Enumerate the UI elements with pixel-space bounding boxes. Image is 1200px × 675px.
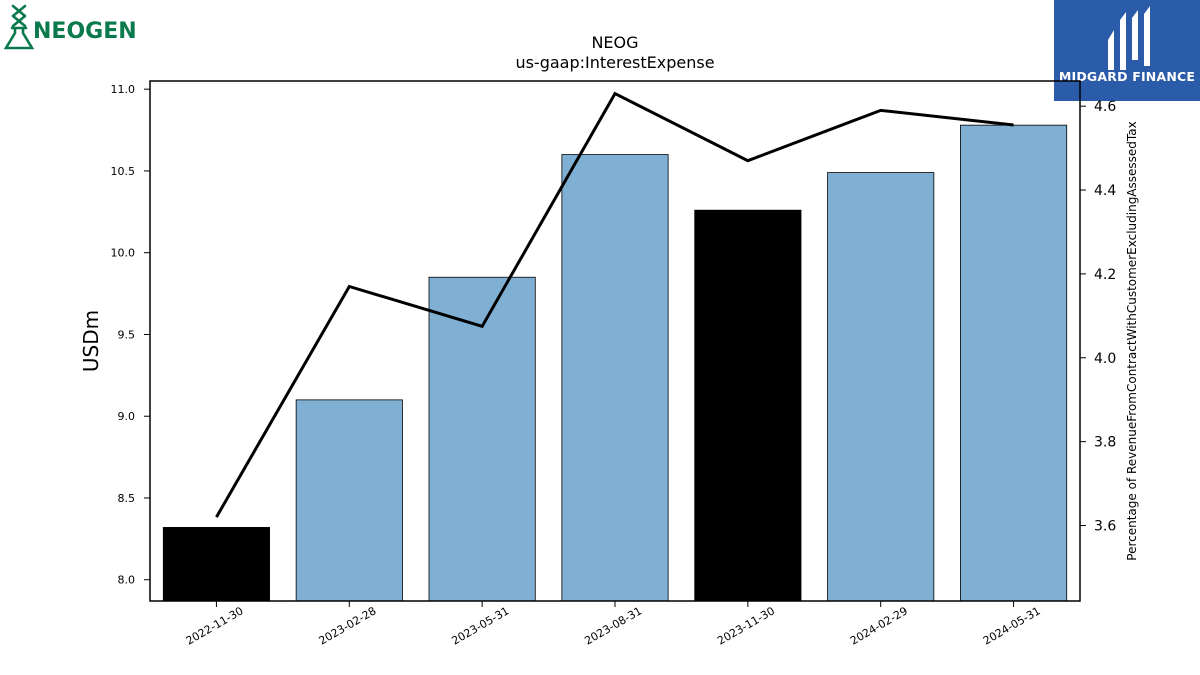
- y2-tick-label: 4.2: [1094, 267, 1116, 283]
- x-axis: 2022-11-30 2023-02-28 2023-05-31 2023-08-31…: [184, 601, 1043, 648]
- x-tick-label: 2023-11-30: [715, 604, 777, 647]
- chart-subtitle: us-gaap:InterestExpense: [515, 53, 714, 72]
- x-tick-label: 2022-11-30: [184, 604, 246, 647]
- bar: [295, 399, 403, 602]
- y2-axis-label: Percentage of RevenueFromContractWithCus…: [1125, 121, 1139, 560]
- bar: [694, 209, 802, 602]
- midgard-finance-name: MIDGARD FINANCE: [1058, 69, 1196, 84]
- x-tick-label: 2024-02-29: [848, 604, 910, 647]
- y-tick-label: 11.0: [111, 83, 136, 96]
- y-tick-label: 9.5: [118, 328, 136, 341]
- y-tick-label: 8.0: [118, 574, 136, 587]
- bar: [827, 172, 935, 602]
- y-tick-label: 8.5: [118, 492, 136, 505]
- bar-series: [162, 124, 1068, 602]
- bar: [162, 527, 270, 602]
- midgard-finance-logo: MIDGARD FINANCE: [1054, 0, 1200, 101]
- y-axis-label: USDm: [79, 310, 103, 372]
- midgard-emblem-icon: [1108, 6, 1150, 70]
- y-tick-label: 9.0: [118, 410, 136, 423]
- y2-tick-label: 4.0: [1094, 351, 1116, 367]
- x-tick-label: 2023-05-31: [449, 604, 511, 647]
- ratio-line: [215, 91, 1014, 518]
- x-tick-label: 2024-05-31: [981, 604, 1043, 647]
- x-tick-label: 2023-08-31: [582, 604, 644, 647]
- y2-tick-label: 3.8: [1094, 435, 1116, 451]
- y2-tick-label: 3.6: [1094, 519, 1116, 535]
- bar: [561, 154, 669, 602]
- bar: [960, 124, 1068, 602]
- y-axis-right: 3.6 3.8 4.0 4.2 4.4 4.6: [1080, 99, 1116, 535]
- chart-title: NEOG: [591, 33, 638, 52]
- y-tick-label: 10.5: [111, 165, 136, 178]
- y-tick-label: 10.0: [111, 247, 136, 260]
- y2-tick-label: 4.6: [1094, 99, 1116, 115]
- flask-icon: [3, 4, 35, 50]
- neogen-logo: NEOGEN: [3, 4, 154, 54]
- y-axis-left: 8.0 8.5 9.0 9.5 10.0 10.5 11.0: [111, 83, 150, 587]
- x-tick-label: 2023-02-28: [317, 604, 379, 647]
- plot-frame: [149, 80, 1081, 602]
- neogen-logo-text: NEOGEN: [33, 19, 137, 44]
- ratio-line-series: [215, 91, 1014, 518]
- y2-tick-label: 4.4: [1094, 183, 1116, 199]
